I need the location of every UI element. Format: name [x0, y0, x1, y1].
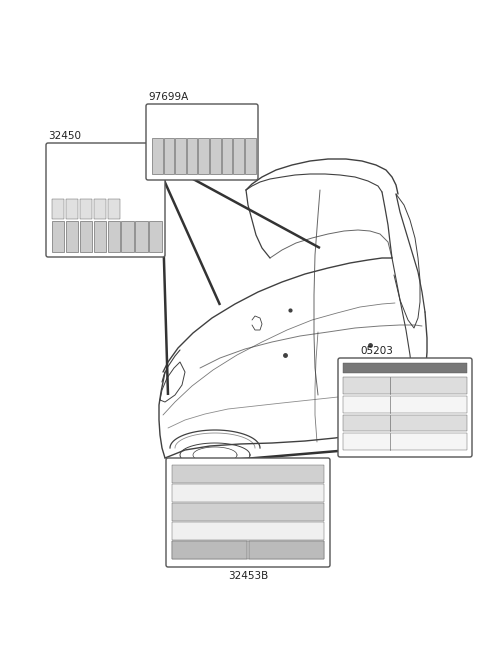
- FancyBboxPatch shape: [146, 104, 258, 180]
- Bar: [52, 199, 64, 219]
- Bar: [172, 541, 324, 559]
- Bar: [198, 138, 209, 174]
- Bar: [108, 199, 120, 219]
- Bar: [343, 363, 467, 373]
- Bar: [80, 199, 92, 219]
- Bar: [80, 221, 92, 252]
- Bar: [66, 199, 78, 219]
- Text: 05203: 05203: [360, 346, 393, 356]
- Bar: [233, 138, 244, 174]
- Bar: [66, 221, 78, 252]
- Bar: [210, 138, 221, 174]
- Text: 32453B: 32453B: [228, 571, 268, 581]
- Bar: [343, 433, 467, 450]
- Bar: [149, 221, 161, 252]
- Bar: [249, 541, 324, 559]
- Bar: [172, 465, 324, 483]
- Bar: [343, 415, 467, 431]
- Bar: [187, 138, 197, 174]
- Bar: [172, 522, 324, 540]
- Text: 97699A: 97699A: [148, 92, 188, 102]
- Bar: [94, 221, 106, 252]
- Bar: [343, 377, 467, 394]
- Bar: [245, 138, 255, 174]
- FancyBboxPatch shape: [46, 143, 165, 257]
- Bar: [343, 396, 467, 413]
- FancyBboxPatch shape: [166, 458, 330, 567]
- Bar: [175, 138, 186, 174]
- Bar: [172, 541, 247, 559]
- Bar: [152, 138, 163, 174]
- Bar: [108, 221, 120, 252]
- Bar: [172, 503, 324, 521]
- Bar: [94, 199, 106, 219]
- Text: 32450: 32450: [48, 131, 81, 141]
- Bar: [164, 138, 174, 174]
- Bar: [172, 484, 324, 502]
- Bar: [52, 221, 64, 252]
- FancyBboxPatch shape: [338, 358, 472, 457]
- Bar: [222, 138, 232, 174]
- Bar: [121, 221, 134, 252]
- Bar: [135, 221, 148, 252]
